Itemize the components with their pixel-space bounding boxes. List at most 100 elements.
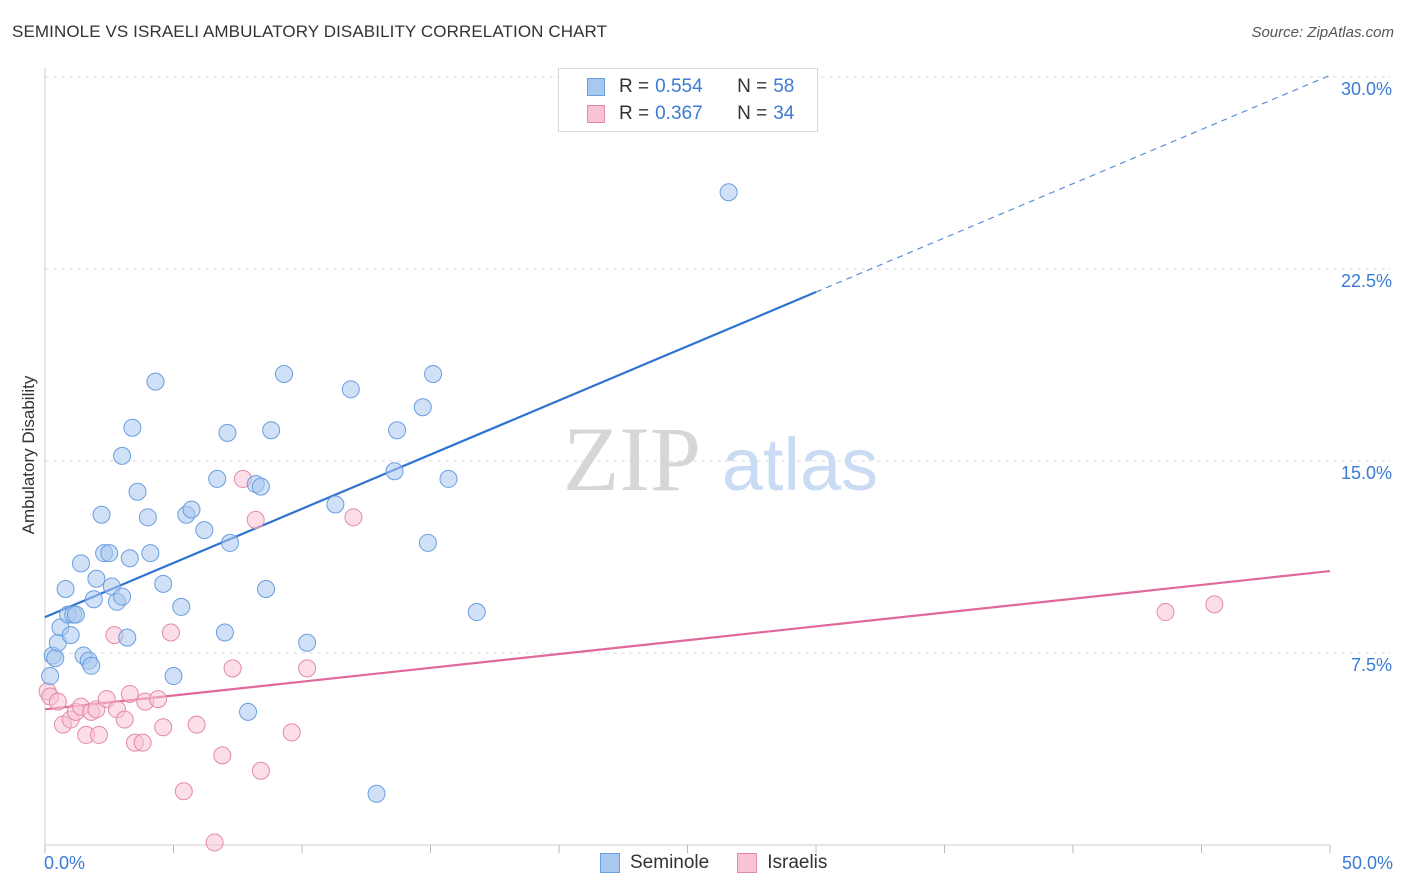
point-seminole — [195, 521, 214, 540]
legend-r-label: R = — [619, 76, 650, 97]
point-israelis — [1156, 603, 1175, 622]
point-seminole — [164, 667, 183, 686]
legend-swatch-israelis — [737, 853, 758, 873]
trend-lines — [44, 74, 1331, 711]
point-israelis — [115, 710, 134, 729]
point-seminole — [138, 508, 157, 527]
legend-n-label: N = — [737, 76, 768, 97]
watermark-atlas: atlas — [722, 423, 878, 506]
point-seminole — [146, 372, 165, 391]
point-israelis — [213, 746, 232, 765]
point-seminole — [341, 380, 360, 399]
point-israelis — [205, 833, 224, 852]
trend-line-israelis — [44, 569, 1331, 711]
y-tick-label: 15.0% — [1341, 463, 1392, 483]
point-israelis — [149, 690, 168, 709]
x-tick-label: 50.0% — [1342, 853, 1393, 873]
axis-labels: 7.5% 15.0% 22.5% 30.0% 0.0% 50.0% Ambulatory D… — [19, 79, 1393, 873]
legend-swatch-seminole — [587, 78, 605, 96]
point-israelis — [1205, 595, 1224, 614]
point-seminole — [719, 183, 738, 202]
point-israelis — [246, 510, 265, 529]
point-seminole — [172, 597, 191, 616]
y-tick-label: 30.0% — [1341, 79, 1392, 99]
point-seminole — [118, 628, 137, 647]
point-seminole — [141, 544, 160, 563]
trend-extension-seminole — [815, 74, 1331, 293]
legend-r-value: 0.554 — [655, 76, 703, 97]
legend-r-label: R = — [619, 103, 650, 124]
point-seminole — [113, 446, 132, 465]
point-seminole — [413, 398, 432, 417]
legend-row-israelis: R = 0.367 N = 34 — [587, 102, 794, 126]
legend-swatch-seminole — [600, 853, 620, 873]
y-tick-label: 7.5% — [1351, 655, 1392, 675]
data-points — [38, 183, 1224, 852]
point-israelis — [187, 715, 206, 734]
legend-label-israelis: Israelis — [767, 852, 828, 873]
point-seminole — [326, 495, 345, 514]
point-seminole — [182, 500, 201, 519]
point-seminole — [388, 421, 407, 440]
point-seminole — [100, 544, 119, 563]
point-seminole — [251, 477, 270, 496]
legend-row-seminole: R = 0.554 N = 58 — [587, 75, 794, 99]
point-seminole — [385, 462, 404, 481]
watermark-zip: ZIP — [563, 408, 701, 510]
legend-item-seminole[interactable]: Seminole — [600, 852, 709, 874]
point-israelis — [161, 623, 180, 642]
series-legend: Seminole Israelis — [600, 852, 855, 874]
point-seminole — [275, 364, 294, 383]
point-seminole — [84, 590, 103, 609]
legend-label-seminole: Seminole — [630, 852, 710, 873]
point-seminole — [221, 533, 240, 552]
point-israelis — [282, 723, 301, 742]
point-seminole — [298, 633, 317, 652]
point-israelis — [120, 684, 139, 703]
point-seminole — [82, 656, 101, 675]
point-israelis — [89, 725, 108, 744]
point-seminole — [262, 421, 281, 440]
y-tick-label: 22.5% — [1341, 271, 1392, 291]
point-seminole — [218, 423, 237, 442]
point-seminole — [128, 482, 147, 501]
point-seminole — [215, 623, 234, 642]
point-israelis — [298, 659, 317, 678]
point-seminole — [154, 574, 173, 593]
legend-swatch-israelis — [587, 105, 605, 123]
point-seminole — [424, 364, 443, 383]
point-seminole — [113, 587, 132, 606]
point-seminole — [439, 469, 458, 488]
point-seminole — [123, 418, 142, 437]
point-israelis — [174, 782, 193, 801]
legend-n-value: 58 — [773, 76, 795, 97]
point-israelis — [344, 508, 363, 527]
legend-n-value: 34 — [773, 103, 795, 124]
point-israelis — [154, 718, 173, 737]
point-seminole — [41, 667, 60, 686]
point-israelis — [223, 659, 242, 678]
x-tick-label: 0.0% — [44, 853, 85, 873]
point-seminole — [120, 549, 139, 568]
point-seminole — [467, 603, 486, 622]
point-seminole — [208, 469, 227, 488]
point-seminole — [239, 702, 258, 721]
y-axis-title: Ambulatory Disability — [19, 375, 38, 534]
point-israelis — [133, 733, 152, 752]
point-seminole — [66, 605, 85, 624]
point-seminole — [46, 649, 65, 668]
point-seminole — [56, 580, 75, 598]
source-note: Source: ZipAtlas.com — [1251, 24, 1394, 41]
point-seminole — [257, 580, 276, 598]
point-seminole — [61, 626, 80, 645]
gridlines — [45, 76, 1390, 654]
point-seminole — [71, 554, 90, 573]
legend-item-israelis[interactable]: Israelis — [737, 852, 827, 874]
point-seminole — [418, 533, 437, 552]
point-seminole — [87, 569, 106, 588]
stats-legend: R = 0.554 N = 58 R = 0.367 N = 34 — [558, 68, 818, 132]
legend-r-value: 0.367 — [655, 103, 703, 124]
point-israelis — [48, 692, 67, 711]
axes — [44, 68, 1331, 853]
